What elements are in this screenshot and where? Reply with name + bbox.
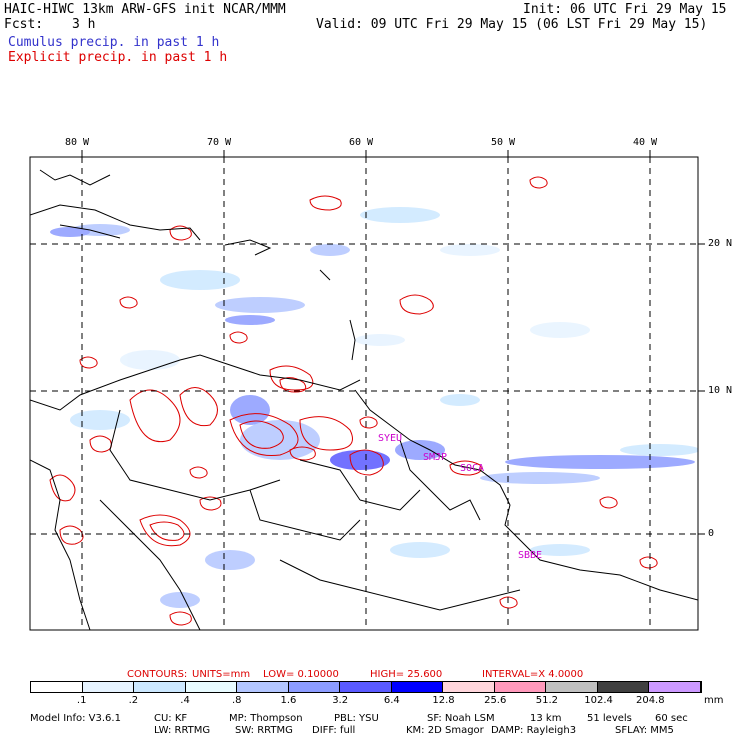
- colorbar-swatch: [82, 682, 135, 692]
- colorbar-label: 51.2: [535, 695, 559, 706]
- station-syeu: SYEU: [378, 433, 403, 444]
- colorbar-swatch: [391, 682, 444, 692]
- colorbar-label: .2: [128, 695, 139, 706]
- colorbar-label: .1: [76, 695, 87, 706]
- legend-explicit: Explicit precip. in past 1 h: [8, 50, 228, 65]
- colorbar-label: 3.2: [332, 695, 349, 706]
- lat-label-10n: 10 N: [708, 385, 733, 396]
- model-info-item: Model Info: V3.6.1: [30, 713, 121, 724]
- colorbar-label: 204.8: [635, 695, 665, 706]
- model-info-item: LW: RRTMG: [154, 725, 211, 736]
- model-info-item: SF: Noah LSM: [427, 713, 495, 724]
- station-smjp: SMJP: [423, 452, 448, 463]
- colorbar-swatch: [288, 682, 341, 692]
- colorbar-swatch: [134, 682, 186, 692]
- colorbar-swatch: [185, 682, 238, 692]
- legend-cumulus: Cumulus precip. in past 1 h: [8, 35, 220, 50]
- model-info-item: DIFF: full: [312, 725, 356, 736]
- station-soca: SOCA: [460, 463, 485, 474]
- colorbar-label: 6.4: [383, 695, 400, 706]
- lon-label-60w: 60 W: [349, 137, 374, 148]
- lon-label-70w: 70 W: [207, 137, 232, 148]
- plot-title: HAIC-HIWC 13km ARW-GFS init NCAR/MMM: [4, 2, 286, 17]
- forecast-value: 3 h: [72, 17, 96, 32]
- colorbar-label: .4: [180, 695, 190, 706]
- lon-label-80w: 80 W: [65, 137, 90, 148]
- colorbar-label: .8: [231, 695, 242, 706]
- contours-low: LOW= 0.10000: [263, 669, 339, 680]
- colorbar-label: 1.6: [280, 695, 297, 706]
- model-info-item: DAMP: Rayleigh3: [491, 725, 577, 736]
- map-frame: [29, 156, 699, 631]
- model-info-item: MP: Thompson: [229, 713, 303, 724]
- station-sbbe: SBBE: [518, 550, 543, 561]
- contours-units: UNITS=mm: [192, 669, 251, 680]
- colorbar-swatch: [340, 682, 392, 692]
- model-info-item: KM: 2D Smagor: [406, 725, 484, 736]
- colorbar-label: 102.4: [584, 695, 613, 706]
- init-time: Init: 06 UTC Fri 29 May 15: [523, 2, 727, 17]
- valid-time: Valid: 09 UTC Fri 29 May 15 (06 LST Fri …: [316, 17, 708, 32]
- contours-high: HIGH= 25.600: [370, 669, 443, 680]
- model-info-item: PBL: YSU: [334, 713, 379, 724]
- contours-interval: INTERVAL=X 4.0000: [482, 669, 584, 680]
- model-info-item: 13 km: [530, 713, 562, 724]
- colorbar-label: 25.6: [484, 695, 507, 706]
- colorbar-unit: mm: [704, 695, 724, 706]
- graticule: [30, 157, 698, 630]
- colorbar-swatch: [546, 682, 598, 692]
- model-info-item: CU: KF: [154, 713, 188, 724]
- forecast-label: Fcst:: [4, 17, 44, 32]
- lon-label-50w: 50 W: [491, 137, 516, 148]
- colorbar-swatch: [237, 682, 289, 692]
- colorbar: [30, 681, 702, 693]
- model-info-item: SW: RRTMG: [235, 725, 293, 736]
- colorbar-swatch: [494, 682, 547, 692]
- colorbar-swatch: [31, 682, 83, 692]
- coastlines: [30, 169, 698, 630]
- model-info-item: SFLAY: MM5: [615, 725, 674, 736]
- contours-label: CONTOURS:: [127, 669, 188, 680]
- cumulus-precip-shading: [50, 207, 698, 608]
- colorbar-swatch: [443, 682, 495, 692]
- colorbar-swatch: [597, 682, 650, 692]
- model-info-item: 51 levels: [587, 713, 632, 724]
- colorbar-swatch: [649, 682, 701, 692]
- model-info-item: 60 sec: [655, 713, 688, 724]
- lat-label-20n: 20 N: [708, 238, 733, 249]
- colorbar-label: 12.8: [432, 695, 455, 706]
- lon-label-40w: 40 W: [633, 137, 658, 148]
- lat-label-0: 0: [708, 528, 715, 539]
